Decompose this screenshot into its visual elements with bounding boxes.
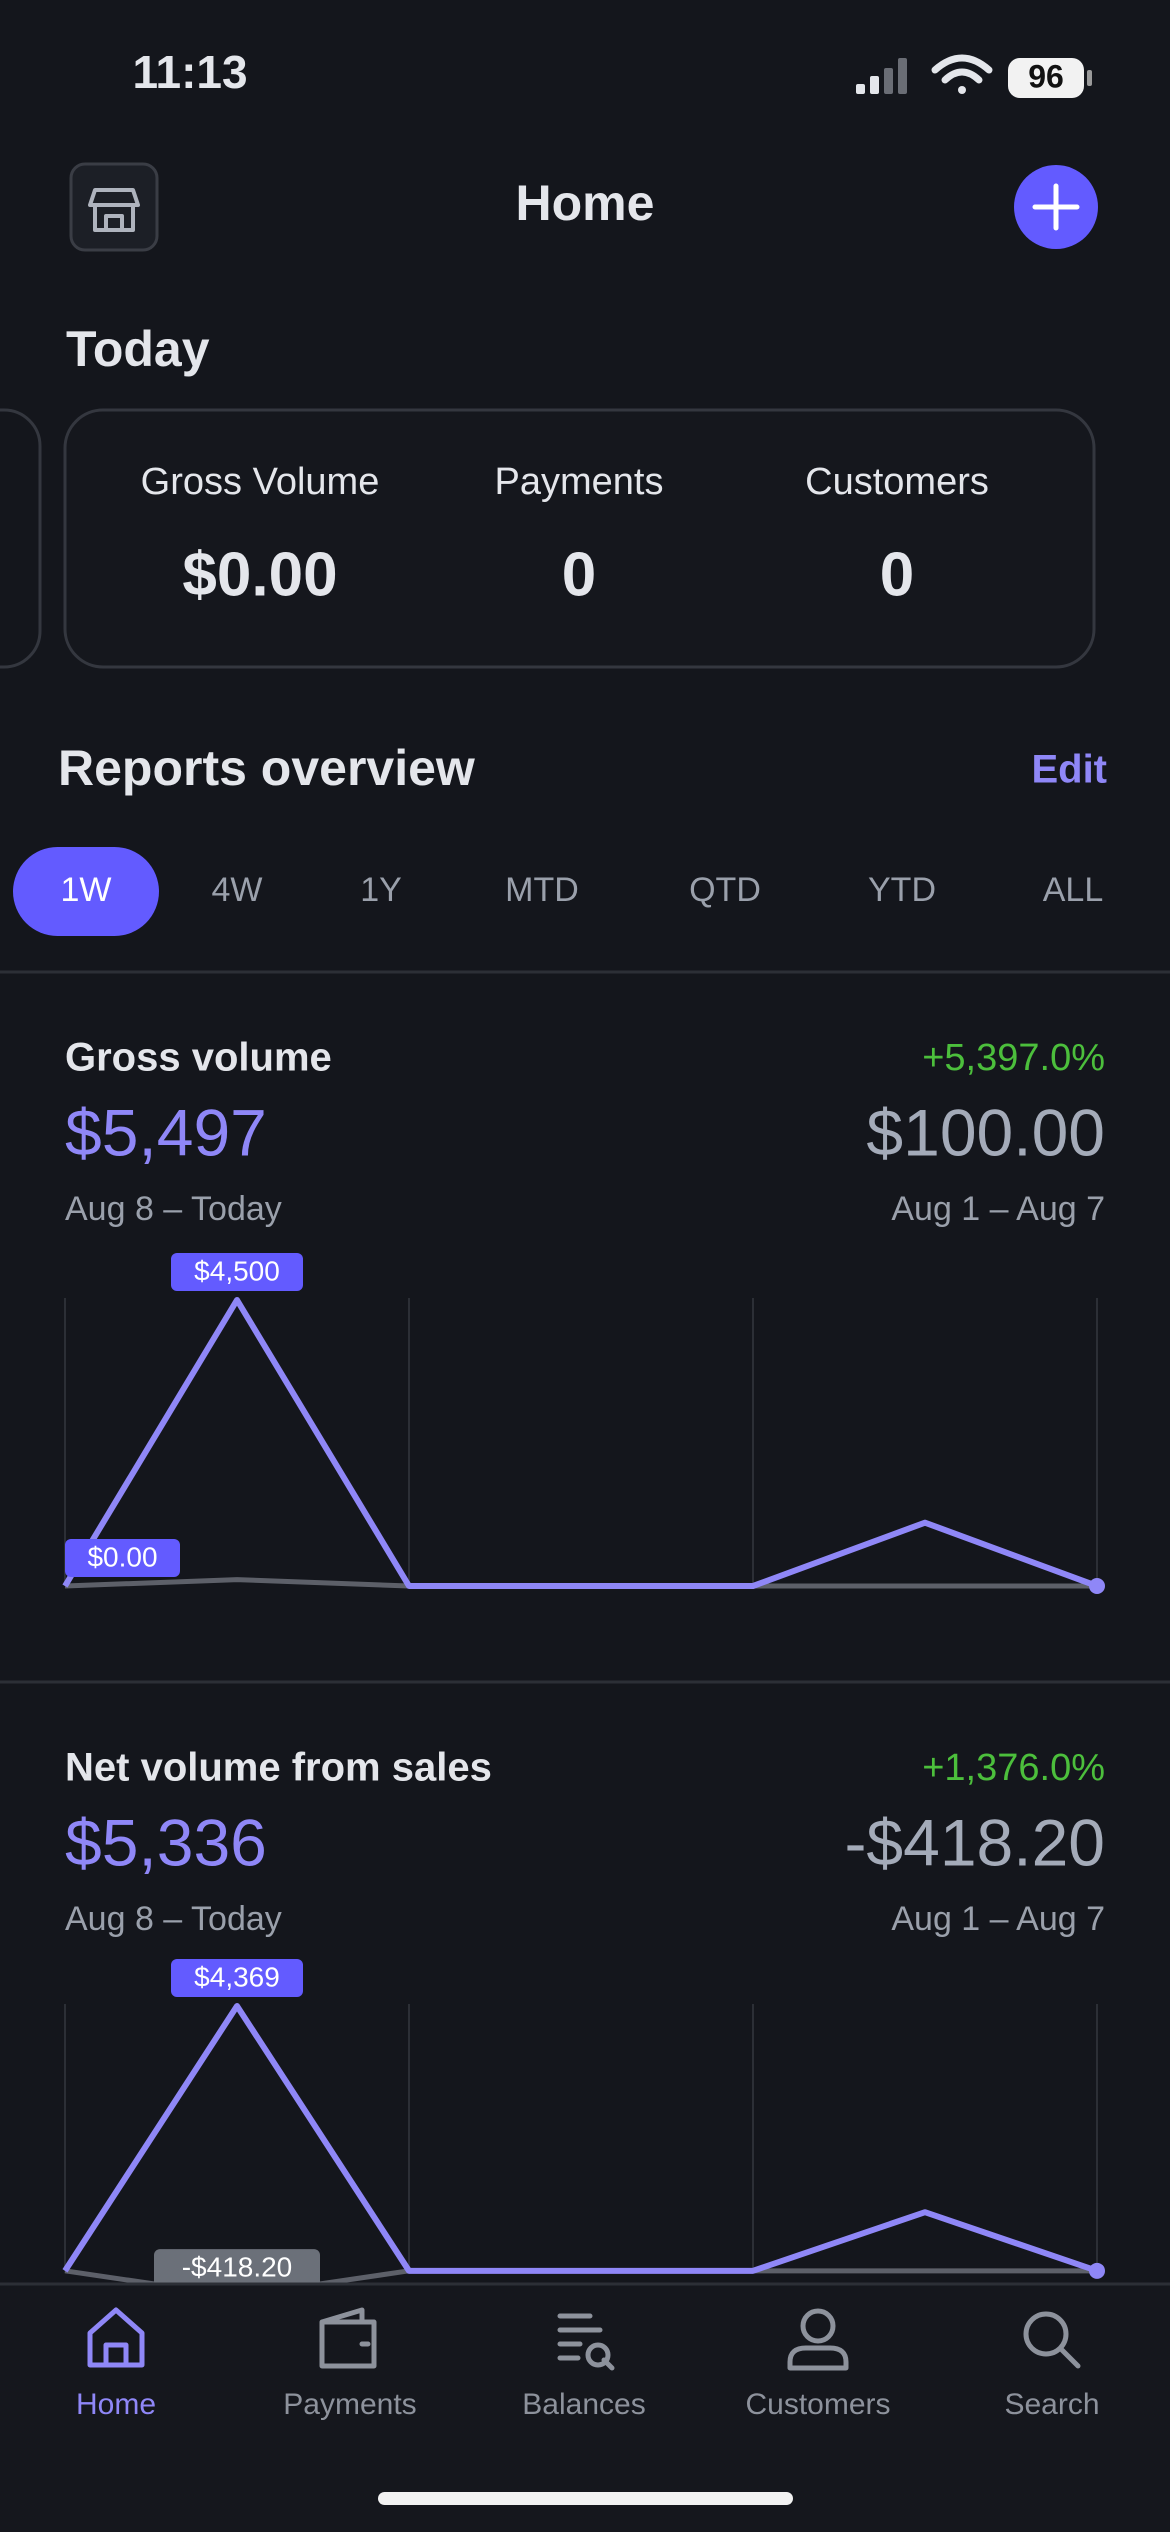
prev-card (0, 408, 42, 669)
range-tab[interactable]: ALL (1043, 871, 1104, 909)
balances-icon-ring (585, 2342, 611, 2368)
chart-change: +1,376.0% (922, 1747, 1105, 1789)
tab-label[interactable]: Home (76, 2388, 156, 2421)
end-dot (1089, 2262, 1105, 2279)
value-label: $0.00 (87, 1541, 157, 1572)
payments-icon (319, 2307, 377, 2369)
range-tab[interactable]: YTD (868, 871, 936, 909)
range-tab[interactable]: MTD (505, 871, 579, 909)
chart-change: +5,397.0% (922, 1037, 1105, 1079)
customers-icon-body (787, 2345, 849, 2371)
chart-date-range: Aug 8 – Today (65, 1190, 282, 1228)
series-line (62, 1297, 1099, 1589)
customers-icon-head (800, 2308, 836, 2344)
value-label: -$418.20 (182, 2252, 293, 2283)
value-label-bg (154, 2249, 320, 2288)
wifi (931, 54, 993, 94)
balances-icon (557, 2313, 615, 2371)
battery-tip (1087, 70, 1092, 86)
range-tab[interactable]: 4W (212, 871, 263, 909)
metric-label: Customers (805, 461, 989, 503)
tab-label[interactable]: Payments (283, 2388, 416, 2421)
tab-label[interactable]: Search (1004, 2388, 1099, 2421)
tab-bar (0, 2284, 1170, 2532)
chart-compare-date-range: Aug 1 – Aug 7 (891, 1190, 1105, 1228)
home-indicator (378, 2492, 793, 2505)
today-title: Today (66, 321, 210, 377)
tab-label[interactable]: Customers (745, 2388, 890, 2421)
end-dot (1089, 1578, 1105, 1594)
metric-label: Payments (495, 461, 664, 503)
search-icon (1023, 2311, 1069, 2357)
today-card (63, 408, 1096, 669)
edit-link[interactable]: Edit (1031, 748, 1107, 792)
chart-date-range: Aug 8 – Today (65, 1900, 282, 1938)
metric-value: $0.00 (182, 540, 337, 609)
value-label: $4,369 (194, 1961, 280, 1992)
header-title: Home (516, 175, 655, 231)
value-label-bg (171, 1253, 303, 1291)
range-pill (13, 847, 159, 936)
chart-compare-value: -$418.20 (844, 1805, 1105, 1879)
series-line (62, 2003, 1098, 2274)
chart-title: Gross volume (65, 1036, 332, 1080)
signal (856, 58, 907, 94)
range-tab[interactable]: QTD (689, 871, 761, 909)
battery (1008, 58, 1084, 98)
chart-value: $5,336 (65, 1805, 267, 1879)
range-tab[interactable]: 1Y (360, 871, 402, 909)
chart-compare-date-range: Aug 1 – Aug 7 (891, 1900, 1105, 1938)
metric-value: 0 (562, 540, 596, 609)
add-icon (1032, 183, 1080, 231)
reports-title: Reports overview (58, 740, 475, 796)
chart-value: $5,497 (65, 1095, 267, 1169)
value-label-bg (65, 1539, 180, 1577)
value-label: $4,500 (194, 1255, 280, 1286)
battery-level: 96 (1028, 58, 1064, 94)
value-label-bg (171, 1959, 303, 1997)
chart-compare-value: $100.00 (866, 1095, 1105, 1169)
store-icon (88, 188, 140, 232)
chart-title: Net volume from sales (65, 1746, 492, 1790)
time: 11:13 (132, 46, 247, 98)
range-tab[interactable]: 1W (61, 871, 112, 909)
metric-value: 0 (880, 540, 914, 609)
tab-label[interactable]: Balances (522, 2388, 645, 2421)
home-icon (87, 2307, 145, 2368)
metric-label: Gross Volume (141, 461, 380, 503)
search-icon-handle (1058, 2346, 1081, 2369)
